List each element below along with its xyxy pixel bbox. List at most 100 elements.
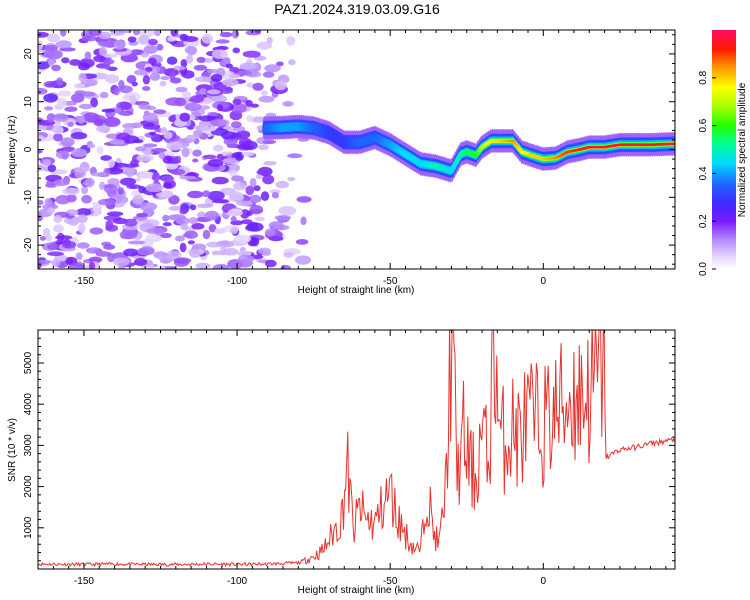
heatmap-noise-cell bbox=[67, 122, 73, 127]
x-tick-label: -150 bbox=[74, 276, 94, 287]
heatmap-noise-cell bbox=[158, 255, 172, 261]
heatmap-ridge-cell bbox=[476, 151, 480, 154]
heatmap-noise-cell bbox=[272, 192, 279, 198]
heatmap-noise-cell bbox=[258, 145, 269, 151]
heatmap-noise-cell bbox=[53, 113, 69, 121]
heatmap-noise-cell bbox=[212, 177, 229, 185]
heatmap-noise-cell bbox=[234, 235, 251, 244]
heatmap-noise-cell bbox=[190, 95, 204, 103]
heatmap-noise-cell bbox=[185, 46, 197, 54]
heatmap-noise-cell bbox=[259, 96, 275, 103]
heatmap-noise-cell bbox=[136, 213, 148, 217]
heatmap-noise-cell bbox=[132, 195, 144, 205]
heatmap-noise-cell bbox=[236, 201, 253, 207]
heatmap-noise-cell bbox=[182, 148, 190, 158]
x-tick-label: 0 bbox=[541, 576, 547, 587]
heatmap-noise-cell bbox=[118, 187, 125, 195]
heatmap-noise-cell bbox=[31, 88, 47, 95]
heatmap-noise-cell bbox=[183, 36, 199, 42]
heatmap-noise-cell bbox=[207, 89, 221, 94]
heatmap-noise-cell bbox=[300, 217, 306, 226]
heatmap-noise-cell bbox=[287, 177, 295, 181]
heatmap-noise-cell bbox=[47, 207, 55, 213]
heatmap-noise-cell bbox=[92, 203, 102, 212]
heatmap-noise-cell bbox=[153, 109, 166, 114]
heatmap-noise-cell bbox=[142, 86, 150, 91]
heatmap-noise-cell bbox=[180, 223, 188, 230]
heatmap-noise-cell bbox=[51, 259, 60, 267]
heatmap-noise-cell bbox=[48, 59, 54, 66]
heatmap-noise-cell bbox=[216, 39, 230, 43]
heatmap-noise-cell bbox=[85, 51, 92, 60]
heatmap-noise-cell bbox=[163, 183, 172, 189]
heatmap-noise-cell bbox=[129, 95, 136, 104]
y-tick-label: 10 bbox=[23, 96, 34, 108]
heatmap-noise-cell bbox=[230, 191, 244, 201]
heatmap-noise-cell bbox=[138, 103, 150, 110]
heatmap-noise-cell bbox=[145, 67, 153, 72]
figure-title: PAZ1.2024.319.03.09.G16 bbox=[274, 1, 440, 17]
heatmap-noise-cell bbox=[220, 240, 231, 245]
heatmap-ridge-cell bbox=[454, 162, 458, 165]
heatmap-noise-cell bbox=[245, 100, 253, 107]
heatmap-noise-cell bbox=[97, 146, 104, 154]
colorbar-tick-label: 0.6 bbox=[698, 118, 709, 132]
heatmap-noise-cell bbox=[213, 251, 230, 256]
heatmap-noise-cell bbox=[174, 257, 191, 263]
heatmap-noise-cell bbox=[247, 212, 253, 216]
heatmap-noise-cell bbox=[210, 119, 227, 127]
heatmap-noise-cell bbox=[208, 159, 224, 167]
heatmap-noise-cell bbox=[138, 186, 145, 193]
heatmap-noise-cell bbox=[273, 225, 290, 231]
heatmap-noise-cell bbox=[167, 36, 176, 41]
heatmap-noise-cell bbox=[113, 88, 119, 95]
heatmap-noise-cell bbox=[71, 149, 87, 158]
heatmap-noise-cell bbox=[53, 133, 63, 141]
heatmap-noise-cell bbox=[160, 81, 167, 87]
heatmap-noise-cell bbox=[261, 91, 268, 96]
heatmap-noise-cell bbox=[222, 79, 239, 87]
heatmap-noise-cell bbox=[55, 235, 72, 239]
heatmap-noise-cell bbox=[193, 125, 209, 130]
x-tick-label: -100 bbox=[227, 576, 247, 587]
y-tick-label: 20 bbox=[23, 48, 34, 60]
heatmap-noise-cell bbox=[288, 59, 296, 65]
heatmap-noise-cell bbox=[54, 179, 70, 186]
heatmap-noise-cell bbox=[175, 87, 187, 92]
heatmap-noise-cell bbox=[258, 248, 271, 255]
heatmap-noise-cell bbox=[56, 195, 71, 205]
heatmap-noise-cell bbox=[194, 65, 207, 71]
heatmap-noise-cell bbox=[250, 178, 257, 187]
y-tick-label: 1000 bbox=[23, 516, 34, 539]
heatmap-noise-cell bbox=[180, 243, 187, 252]
heatmap-noise-cell bbox=[148, 39, 158, 45]
heatmap-noise-cell bbox=[100, 92, 109, 98]
heatmap-noise-cell bbox=[238, 255, 254, 263]
heatmap-noise-cell bbox=[211, 74, 223, 82]
heatmap-noise-cell bbox=[114, 40, 126, 50]
y-tick-label: 4000 bbox=[23, 393, 34, 416]
heatmap-noise-cell bbox=[263, 140, 277, 144]
heatmap-noise-cell bbox=[88, 144, 95, 148]
heatmap-noise-cell bbox=[256, 42, 272, 50]
heatmap-noise-cell bbox=[78, 223, 86, 233]
heatmap-noise-cell bbox=[135, 146, 147, 151]
heatmap-noise-cell bbox=[56, 40, 72, 48]
heatmap-noise-cell bbox=[261, 191, 269, 201]
heatmap-noise-cell bbox=[156, 192, 167, 197]
heatmap-noise-cell bbox=[64, 107, 77, 112]
heatmap-noise-cell bbox=[81, 186, 88, 194]
y-tick-label: -10 bbox=[23, 190, 34, 205]
heatmap-noise-cell bbox=[62, 188, 79, 196]
colorbar-tick-label: 0.8 bbox=[698, 70, 709, 84]
heatmap-noise-cell bbox=[205, 211, 219, 220]
heatmap-noise-cell bbox=[84, 178, 94, 188]
heatmap-noise-cell bbox=[160, 176, 174, 182]
y-tick-label: -20 bbox=[23, 237, 34, 252]
snr-xlabel: Height of straight line (km) bbox=[298, 585, 415, 596]
heatmap-noise-cell bbox=[202, 190, 210, 197]
heatmap-noise-cell bbox=[231, 121, 242, 128]
heatmap-noise-cell bbox=[265, 229, 276, 237]
heatmap-noise-cell bbox=[62, 241, 76, 249]
